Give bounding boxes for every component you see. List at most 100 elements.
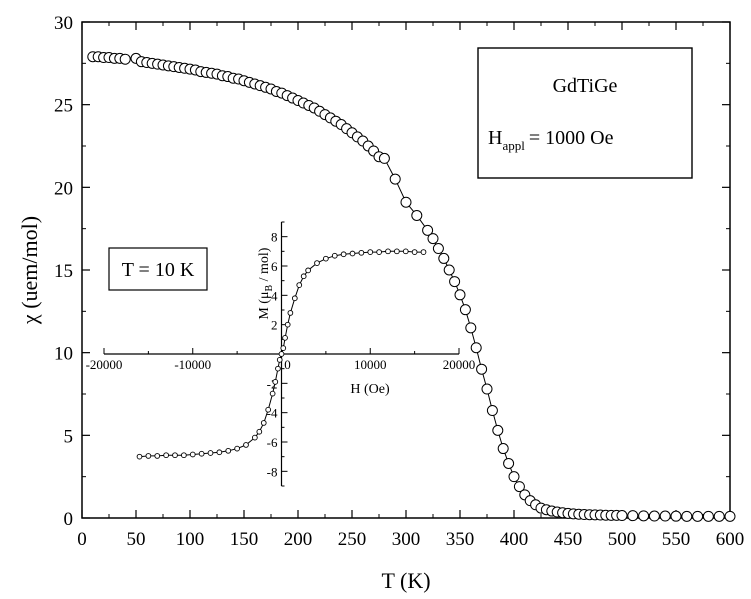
inset-data-point [154, 453, 161, 459]
main-data-point [702, 510, 714, 522]
inset-y-tick-label: -8 [267, 464, 278, 479]
inset-data-point [269, 390, 276, 397]
inset-data-point [376, 249, 382, 255]
inset-y-title: M (μB / mol) [257, 247, 275, 319]
main-data-point [476, 363, 488, 375]
inset-data-point [402, 248, 409, 255]
main-data-point [432, 243, 444, 255]
inset-data-point [252, 434, 258, 441]
inset-y-tick-label: 2 [271, 318, 278, 333]
inset-data-point [284, 321, 291, 328]
x-tick-label: 450 [554, 529, 583, 550]
x-tick-label: 400 [500, 529, 529, 550]
y-tick-label: 25 [54, 96, 73, 117]
x-tick-label: 300 [392, 529, 421, 550]
main-data-point [638, 510, 650, 522]
inset-y-tick-label: -2 [267, 376, 278, 391]
inset-series [136, 248, 427, 460]
legend-field-symbol: H [488, 127, 502, 149]
inset-data-point [287, 310, 294, 316]
main-data-point [648, 510, 660, 522]
inset-axes: -20000 -10000 0 10000 20000 -8 -6 -4 -2 2 4 6 8 H (Oe… [86, 221, 476, 487]
main-data-point [411, 209, 423, 221]
inset-data-point [265, 406, 272, 413]
x-tick-label: 50 [127, 529, 146, 550]
inset-y-tick-label: -4 [267, 406, 278, 421]
x-tick-label: 350 [446, 529, 475, 550]
main-data-point [627, 510, 639, 522]
inset-data-point [314, 260, 320, 266]
x-tick-label: 0 [77, 529, 87, 550]
x-tick-label: 100 [176, 529, 205, 550]
annotation-frame [108, 247, 208, 291]
y-tick-label: 0 [64, 509, 74, 530]
inset-y-title-sub: B [264, 285, 275, 292]
inset-y-title-main: M (μ [257, 292, 272, 320]
legend-field-subscript: appl [502, 138, 525, 153]
x-tick-label: 150 [230, 529, 259, 550]
inset-y-title-end: / mol) [257, 247, 272, 285]
main-data-point [389, 173, 401, 185]
inset-x-title: H (Oe) [350, 382, 390, 397]
main-data-point [681, 510, 693, 522]
inset-data-point [276, 357, 283, 363]
inset-data-point [189, 451, 196, 458]
inset-data-point [420, 249, 427, 255]
annotation-text: T = 10 K [122, 259, 195, 281]
main-data-point [659, 510, 671, 522]
main-data-point [449, 276, 461, 288]
inset-data-point [216, 449, 223, 456]
inset-annotation: T = 10 K [108, 247, 208, 291]
inset-data-point [260, 420, 267, 426]
main-data-point [497, 443, 509, 455]
main-data-point [470, 342, 482, 354]
main-data-point [616, 510, 628, 522]
inset-y-tick-label: 6 [271, 259, 278, 274]
main-data-point [486, 405, 498, 417]
main-data-point [427, 233, 439, 245]
inset-y-tick-label: 4 [271, 288, 278, 303]
y-tick-label: 10 [54, 344, 73, 365]
inset-data-point [278, 351, 285, 357]
y-tick-label: 5 [64, 426, 74, 447]
x-tick-label: 600 [716, 529, 745, 550]
main-data-point [400, 196, 412, 208]
inset-data-point [136, 453, 143, 460]
inset-data-point [331, 252, 338, 259]
legend-field-value: = 1000 Oe [529, 127, 614, 149]
inset-y-tick-label: -6 [267, 435, 278, 450]
main-axes: 0 50 100 150 200 250 300 350 400 450 500 550 6000510… [17, 13, 744, 593]
inset-data-point [275, 365, 281, 372]
main-data-point [422, 224, 434, 236]
inset-data-point [291, 295, 298, 302]
inset-data-point [172, 452, 178, 459]
main-data-point [513, 481, 525, 493]
inset-x-tick-label: 20000 [443, 357, 476, 372]
inset-data-point [349, 250, 356, 257]
inset-data-point [323, 255, 329, 262]
inset-data-point [340, 251, 347, 258]
main-data-point [378, 152, 390, 164]
inset-data-point [272, 379, 279, 385]
y-tick-label: 15 [54, 261, 73, 282]
inset-data-point [145, 453, 152, 459]
main-data-point [465, 322, 477, 334]
inset-data-point [305, 267, 311, 274]
main-series [87, 51, 736, 522]
main-data-point [692, 510, 704, 522]
main-data-point [670, 510, 682, 522]
inset-data-point [280, 345, 287, 351]
inset-data-point [282, 335, 288, 341]
legend-compound: GdTiGe [553, 75, 618, 97]
main-data-point [713, 510, 725, 522]
inset-x-tick-label: -10000 [174, 357, 211, 372]
inset-x-tick-label: -20000 [86, 357, 123, 372]
inset-data-point [394, 248, 400, 255]
inset-x-tick-label: 0 [284, 357, 291, 372]
inset-data-point [358, 249, 365, 256]
main-data-point [492, 424, 504, 436]
y-axis-title: χ (uem/mol) [17, 216, 42, 325]
legend-box: GdTiGe Happl = 1000 Oe [477, 47, 693, 179]
main-data-point [443, 264, 455, 276]
